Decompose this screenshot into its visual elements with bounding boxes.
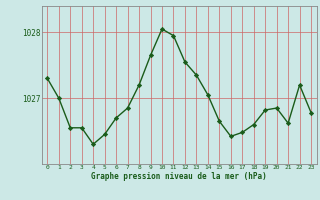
X-axis label: Graphe pression niveau de la mer (hPa): Graphe pression niveau de la mer (hPa) bbox=[91, 172, 267, 181]
